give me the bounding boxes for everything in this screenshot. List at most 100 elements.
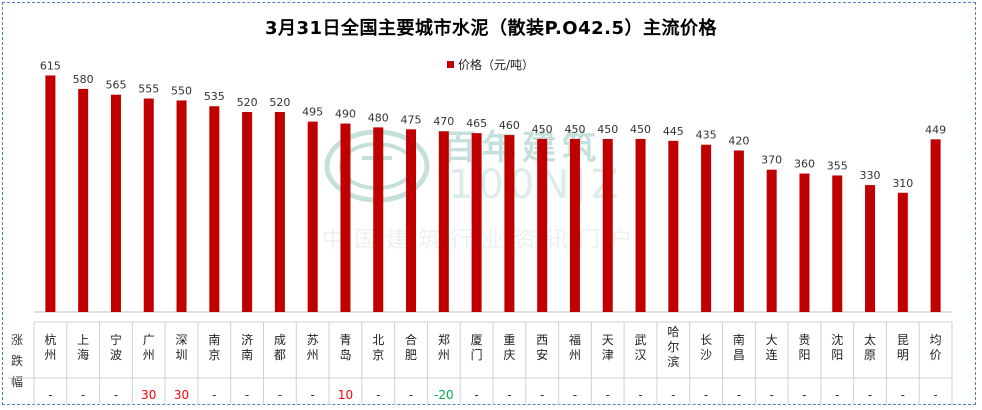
category-label: 太原: [864, 332, 876, 362]
change-value: -: [311, 388, 315, 402]
bar: [209, 106, 220, 312]
category-label: 沈阳: [831, 332, 843, 362]
change-value: -: [901, 388, 905, 402]
change-value: 10: [338, 388, 353, 402]
data-label: 370: [761, 154, 782, 167]
change-value: -: [737, 388, 741, 402]
data-label: 480: [368, 111, 389, 124]
category-label: 杭州: [44, 332, 56, 362]
category-label: 福州: [569, 332, 581, 362]
change-value: -: [704, 388, 708, 402]
change-value: -: [802, 388, 806, 402]
data-label: 330: [860, 169, 881, 182]
change-value: -: [638, 388, 642, 402]
bar: [569, 138, 580, 312]
category-label: 广州: [143, 333, 155, 362]
change-value: -: [835, 388, 839, 402]
category-label: 哈尔滨: [667, 325, 679, 369]
data-label: 310: [892, 177, 913, 190]
bar: [766, 169, 777, 312]
data-label: 520: [269, 96, 290, 109]
data-label: 550: [171, 84, 192, 97]
change-value: 30: [174, 388, 189, 402]
data-label: 470: [433, 115, 454, 128]
change-value: -: [409, 388, 413, 402]
category-label: 上海: [77, 333, 89, 362]
bar: [406, 129, 417, 312]
bar: [373, 127, 384, 312]
bar: [799, 173, 810, 312]
legend-swatch: [447, 61, 454, 68]
bar: [897, 192, 908, 312]
bar: [668, 140, 679, 312]
category-label: 南昌: [733, 332, 745, 362]
category-label: 青岛: [339, 333, 351, 362]
change-value: -20: [434, 388, 454, 402]
bar: [471, 133, 482, 312]
change-value: -: [540, 388, 544, 402]
change-value: -: [671, 388, 675, 402]
category-label: 郑州: [438, 332, 450, 362]
bar: [45, 75, 56, 312]
change-value: -: [278, 388, 282, 402]
data-label: 495: [302, 106, 323, 119]
category-label: 苏州: [307, 333, 319, 362]
category-label: 西安: [536, 333, 548, 362]
change-value: 30: [141, 388, 156, 402]
chart-frame: [2, 2, 976, 405]
bar: [274, 112, 285, 312]
category-label: 北京: [372, 333, 384, 362]
chart-legend: 价格（元/吨）: [447, 56, 534, 73]
data-label: 360: [794, 158, 815, 171]
data-label: 450: [597, 123, 618, 136]
data-label: 580: [73, 73, 94, 86]
data-label: 449: [925, 123, 946, 136]
data-label: 460: [499, 119, 520, 132]
bar: [930, 139, 941, 312]
category-label: 武汉: [635, 333, 647, 362]
change-value: -: [507, 388, 511, 402]
change-value: -: [245, 388, 249, 402]
category-label: 深圳: [176, 333, 188, 362]
category-label: 成都: [274, 333, 286, 362]
bar: [110, 94, 121, 312]
category-label: 大连: [766, 333, 778, 362]
data-label: 450: [630, 123, 651, 136]
data-label: 445: [663, 125, 684, 138]
bar: [143, 98, 154, 313]
data-label: 565: [105, 79, 126, 92]
bar: [635, 138, 646, 312]
chart-title: 3月31日全国主要城市水泥（散装P.O42.5）主流价格: [264, 18, 717, 39]
data-label: 355: [827, 159, 848, 172]
category-label: 宁波: [110, 332, 122, 362]
category-label: 合肥: [405, 332, 417, 362]
data-label: 490: [335, 108, 356, 121]
data-label: 535: [204, 90, 225, 103]
change-value: -: [770, 388, 774, 402]
bar: [701, 144, 712, 312]
data-label: 520: [237, 96, 258, 109]
bar: [733, 150, 744, 312]
bar: [176, 100, 187, 312]
category-label: 南京: [208, 332, 220, 362]
bar: [832, 175, 843, 312]
bar: [865, 185, 876, 312]
bar: [340, 123, 351, 313]
change-value: -: [474, 388, 478, 402]
data-label: 420: [728, 134, 749, 147]
change-value: -: [48, 388, 52, 402]
change-value: -: [376, 388, 380, 402]
data-label: 615: [40, 59, 61, 72]
data-label: 450: [532, 123, 553, 136]
data-label: 435: [696, 129, 717, 142]
category-label: 济南: [241, 332, 253, 362]
data-label: 555: [138, 83, 159, 96]
category-label: 长沙: [700, 333, 712, 362]
bar: [78, 88, 89, 312]
category-label: 昆明: [897, 333, 909, 362]
change-value: -: [933, 388, 937, 402]
change-value: -: [81, 388, 85, 402]
change-value: -: [114, 388, 118, 402]
legend-label: 价格（元/吨）: [458, 58, 535, 72]
